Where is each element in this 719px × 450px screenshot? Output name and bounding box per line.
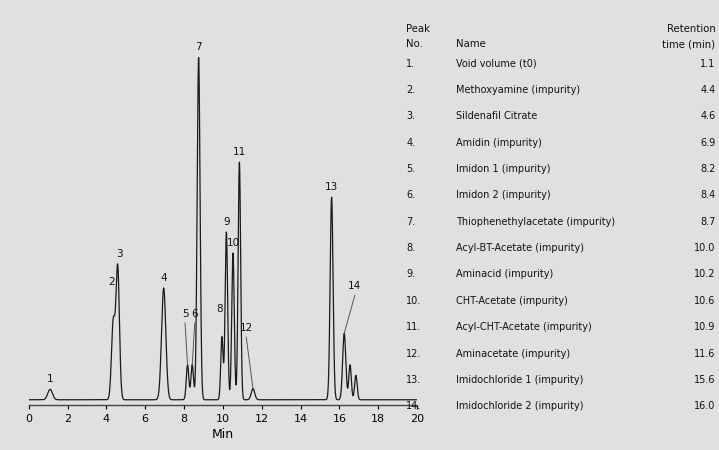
Text: 10.2: 10.2 <box>694 270 715 279</box>
Text: time (min): time (min) <box>662 39 715 49</box>
Text: 15.6: 15.6 <box>694 375 715 385</box>
Text: 4.4: 4.4 <box>700 85 715 95</box>
Text: 9: 9 <box>223 217 229 227</box>
Text: 5: 5 <box>182 310 188 320</box>
Text: Acyl-BT-Acetate (impurity): Acyl-BT-Acetate (impurity) <box>456 243 584 253</box>
Text: 6: 6 <box>191 310 198 320</box>
Text: Imidochloride 2 (impurity): Imidochloride 2 (impurity) <box>456 401 583 411</box>
Text: 3.: 3. <box>406 112 416 122</box>
Text: Void volume (t0): Void volume (t0) <box>456 58 536 69</box>
X-axis label: Min: Min <box>212 428 234 441</box>
Text: 14.: 14. <box>406 401 421 411</box>
Text: 10.: 10. <box>406 296 421 306</box>
Text: 13.: 13. <box>406 375 421 385</box>
Text: Sildenafil Citrate: Sildenafil Citrate <box>456 112 537 122</box>
Text: 12: 12 <box>239 324 253 333</box>
Text: 1.: 1. <box>406 58 416 69</box>
Text: 7: 7 <box>196 42 202 52</box>
Text: 10.9: 10.9 <box>694 322 715 332</box>
Text: 10: 10 <box>226 238 239 248</box>
Text: Aminacid (impurity): Aminacid (impurity) <box>456 270 553 279</box>
Text: Retention: Retention <box>667 24 715 34</box>
Text: Imidochloride 1 (impurity): Imidochloride 1 (impurity) <box>456 375 583 385</box>
Text: 10.0: 10.0 <box>694 243 715 253</box>
Text: Imidon 1 (impurity): Imidon 1 (impurity) <box>456 164 550 174</box>
Text: 9.: 9. <box>406 270 416 279</box>
Text: 11.6: 11.6 <box>694 349 715 359</box>
Text: 10.6: 10.6 <box>694 296 715 306</box>
Text: 1: 1 <box>47 374 53 384</box>
Text: 8: 8 <box>216 305 224 315</box>
Text: 16.0: 16.0 <box>694 401 715 411</box>
Text: 14: 14 <box>348 281 362 292</box>
Text: Acyl-CHT-Acetate (impurity): Acyl-CHT-Acetate (impurity) <box>456 322 592 332</box>
Text: Thiophenethylacetate (impurity): Thiophenethylacetate (impurity) <box>456 217 615 227</box>
Text: 4: 4 <box>160 273 167 283</box>
Text: Aminacetate (impurity): Aminacetate (impurity) <box>456 349 570 359</box>
Text: 11.: 11. <box>406 322 421 332</box>
Text: 1.1: 1.1 <box>700 58 715 69</box>
Text: 13: 13 <box>325 182 338 192</box>
Text: 8.7: 8.7 <box>700 217 715 227</box>
Text: 8.2: 8.2 <box>700 164 715 174</box>
Text: 4.6: 4.6 <box>700 112 715 122</box>
Text: 2.: 2. <box>406 85 416 95</box>
Text: 7.: 7. <box>406 217 416 227</box>
Text: CHT-Acetate (impurity): CHT-Acetate (impurity) <box>456 296 567 306</box>
Text: 2: 2 <box>108 277 114 287</box>
Text: No.: No. <box>406 39 423 49</box>
Text: 3: 3 <box>116 248 123 259</box>
Text: 12.: 12. <box>406 349 421 359</box>
Text: Methoxyamine (impurity): Methoxyamine (impurity) <box>456 85 580 95</box>
Text: 4.: 4. <box>406 138 416 148</box>
Text: 11: 11 <box>233 147 246 157</box>
Text: Peak: Peak <box>406 24 430 34</box>
Text: 6.: 6. <box>406 190 416 200</box>
Text: 6.9: 6.9 <box>700 138 715 148</box>
Text: 8.: 8. <box>406 243 416 253</box>
Text: Imidon 2 (impurity): Imidon 2 (impurity) <box>456 190 550 200</box>
Text: Amidin (impurity): Amidin (impurity) <box>456 138 541 148</box>
Text: Name: Name <box>456 39 485 49</box>
Text: 8.4: 8.4 <box>700 190 715 200</box>
Text: 5.: 5. <box>406 164 416 174</box>
